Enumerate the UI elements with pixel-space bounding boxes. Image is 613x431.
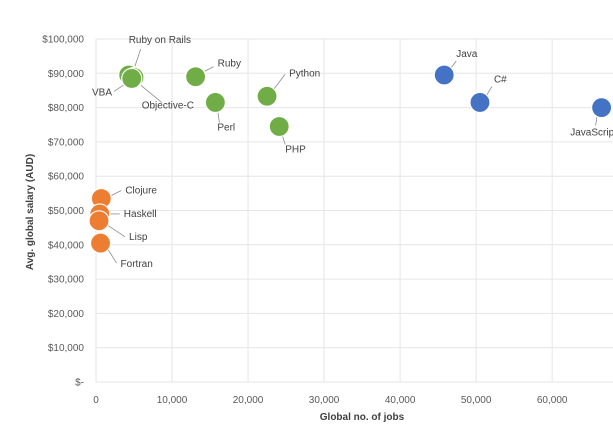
x-tick-label: 60,000 — [537, 395, 568, 406]
label-haskell: Haskell — [124, 209, 157, 220]
y-tick-label: $10,000 — [48, 343, 85, 354]
leader-ruby-on-rails — [134, 48, 142, 68]
label-ruby-on-rails: Ruby on Rails — [129, 35, 191, 46]
x-tick-label: 10,000 — [157, 395, 188, 406]
point-php — [268, 115, 290, 138]
point-javascript — [590, 96, 613, 119]
label-perl: Perl — [217, 122, 235, 133]
data-points — [88, 64, 613, 254]
y-tick-label: $60,000 — [48, 172, 85, 183]
point-python — [256, 85, 278, 107]
y-tick-label: $30,000 — [48, 275, 85, 286]
point-objective-c — [121, 67, 143, 90]
x-axis-ticks: 0 10,000 20,000 30,000 40,000 50,000 60,000 — [93, 395, 568, 406]
label-vba: VBA — [92, 87, 112, 98]
label-c-: C# — [494, 74, 507, 85]
point-java — [433, 64, 455, 86]
point-ruby — [184, 66, 207, 88]
label-fortran: Fortran — [121, 259, 153, 270]
x-tick-label: 20,000 — [233, 395, 264, 406]
x-tick-label: 0 — [93, 395, 99, 406]
gridlines — [95, 38, 613, 383]
y-axis-title: Avg. global salary (AUD) — [25, 154, 36, 270]
leader-python — [272, 74, 286, 91]
label-leader-lines — [106, 48, 598, 264]
y-tick-label: $70,000 — [48, 137, 85, 148]
label-javascript: JavaScript — [570, 128, 613, 139]
y-tick-label: $- — [75, 378, 84, 389]
label-java: Java — [456, 49, 478, 60]
data-labels: Java C# JavaScript Ruby on Rails VBA Objectiv… — [92, 35, 613, 270]
leader-objective-c — [139, 84, 162, 103]
point-lisp — [88, 210, 110, 232]
label-objective-c: Objective-C — [142, 100, 194, 111]
y-tick-label: $50,000 — [48, 206, 85, 217]
point-perl — [204, 91, 226, 114]
x-tick-label: 50,000 — [461, 395, 492, 406]
label-python: Python — [289, 68, 320, 79]
y-tick-label: $90,000 — [48, 69, 85, 80]
point-c- — [469, 91, 491, 114]
y-tick-label: $100,000 — [42, 35, 84, 46]
leader-lisp — [106, 224, 126, 238]
x-tick-label: 30,000 — [309, 395, 340, 406]
point-fortran — [89, 232, 112, 254]
label-ruby: Ruby — [218, 59, 241, 70]
y-axis-ticks: $- $10,000 $20,000 $30,000 $40,000 $50,000 $60… — [42, 35, 84, 389]
label-php: PHP — [285, 144, 306, 155]
x-tick-label: 40,000 — [385, 395, 416, 406]
y-tick-label: $40,000 — [48, 240, 85, 251]
label-clojure: Clojure — [125, 185, 157, 196]
y-tick-label: $80,000 — [48, 103, 85, 114]
y-tick-label: $20,000 — [48, 309, 85, 320]
label-lisp: Lisp — [129, 232, 148, 243]
x-axis-title: Global no. of jobs — [320, 412, 405, 423]
